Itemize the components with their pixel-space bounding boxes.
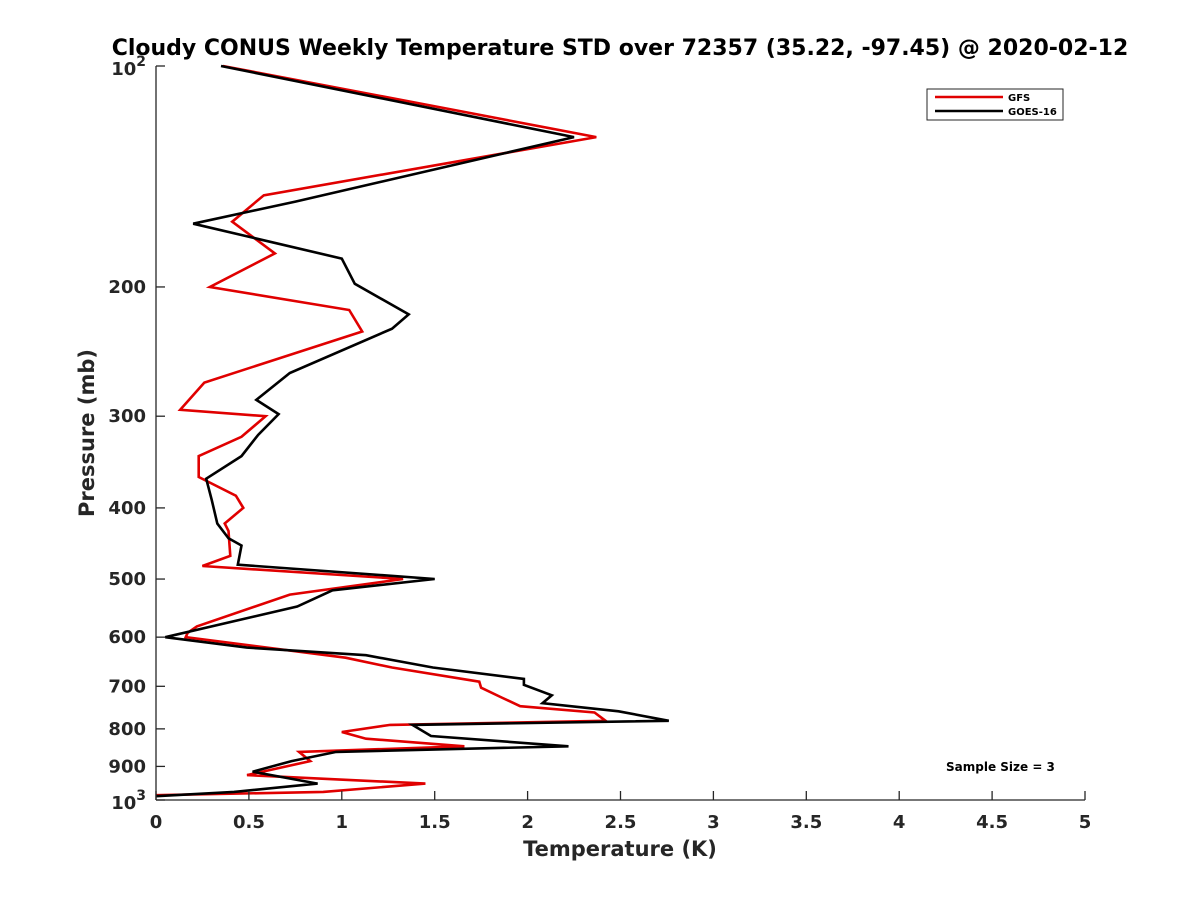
y-tick-exponent: 3 xyxy=(136,788,146,804)
series-line-gfs xyxy=(155,64,610,797)
x-axis-label: Temperature (K) xyxy=(523,837,717,861)
y-tick-base: 10 xyxy=(111,793,136,814)
y-tick-exponent: 2 xyxy=(136,54,146,70)
chart-title: Cloudy CONUS Weekly Temperature STD over… xyxy=(112,36,1129,61)
legend: GFS GOES-16 xyxy=(926,88,1064,121)
y-tick-base: 10 xyxy=(111,59,136,80)
x-tick-label: 2.5 xyxy=(605,812,637,833)
x-tick-label: 1 xyxy=(336,812,349,833)
x-tick-label: 3.5 xyxy=(790,812,822,833)
y-tick-label: 600 xyxy=(108,627,146,648)
axes: 0 0.5 1 1.5 2 2.5 3 3.5 4 4.5 5 102200300400500600… xyxy=(108,54,1091,833)
legend-label-goes16: GOES-16 xyxy=(1008,107,1057,118)
y-tick-label: 103 xyxy=(111,788,146,814)
y-tick-label: 400 xyxy=(108,498,146,519)
y-tick-label: 200 xyxy=(108,277,146,298)
x-tick-label: 0.5 xyxy=(233,812,265,833)
y-tick-label: 700 xyxy=(108,676,146,697)
y-tick-label: 500 xyxy=(108,569,146,590)
x-ticks: 0 0.5 1 1.5 2 2.5 3 3.5 4 4.5 5 xyxy=(150,791,1092,833)
y-axis-label: Pressure (mb) xyxy=(75,349,99,517)
x-tick-label: 4.5 xyxy=(976,812,1008,833)
x-tick-label: 0 xyxy=(150,812,163,833)
legend-box xyxy=(926,88,1064,121)
y-tick-label: 102 xyxy=(111,54,146,80)
y-tick-label: 800 xyxy=(108,719,146,740)
legend-label-gfs: GFS xyxy=(1008,93,1030,104)
y-tick-label: 300 xyxy=(108,406,146,427)
x-tick-label: 3 xyxy=(707,812,720,833)
sample-size-annotation: Sample Size = 3 xyxy=(946,760,1055,774)
series-line-goes-16 xyxy=(155,64,670,798)
x-tick-label: 4 xyxy=(893,812,906,833)
x-tick-label: 5 xyxy=(1079,812,1092,833)
x-tick-label: 2 xyxy=(521,812,534,833)
x-tick-label: 1.5 xyxy=(419,812,451,833)
y-tick-label: 900 xyxy=(108,756,146,777)
plot-lines xyxy=(155,64,670,798)
